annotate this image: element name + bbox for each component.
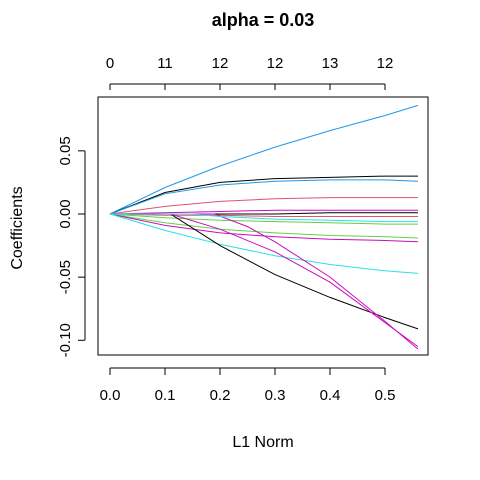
series-line-coef-10 xyxy=(109,213,419,243)
top-tick-label: 11 xyxy=(157,55,173,72)
series-line-coef-14 xyxy=(110,213,419,350)
series-line-coef-9 xyxy=(109,213,419,239)
x-tick-label: 0.1 xyxy=(155,387,176,404)
x-tick-label: 0.0 xyxy=(100,387,121,404)
top-tick-label: 13 xyxy=(322,55,339,72)
y-tick-label: 0.00 xyxy=(57,199,74,228)
series-line-coef-4 xyxy=(109,197,418,215)
top-tick-label: 12 xyxy=(212,55,229,72)
y-tick-label: -0.10 xyxy=(57,323,74,357)
top-tick-label: 0 xyxy=(106,55,114,72)
x-tick-label: 0.3 xyxy=(265,387,286,404)
series-layer xyxy=(109,104,419,350)
x-axis-label: L1 Norm xyxy=(232,434,293,451)
top-tick-label: 12 xyxy=(377,55,394,72)
series-line-coef-5 xyxy=(109,209,418,215)
y-tick-label: -0.05 xyxy=(57,260,74,294)
series-line-coef-2 xyxy=(109,175,418,215)
y-axis-label: Coefficients xyxy=(9,186,26,269)
series-line-coef-11 xyxy=(109,213,419,274)
y-tick-label: 0.05 xyxy=(57,136,74,165)
axes: 0.0 0.1 0.2 0.3 0.4 0.5 0 11 12 12 13 12 -0.10 -0.05 0… xyxy=(57,55,395,404)
chart-title: alpha = 0.03 xyxy=(212,10,315,30)
series-line-coef-13 xyxy=(110,213,419,348)
series-line-coef-7 xyxy=(109,213,418,217)
series-line-coef-1 xyxy=(109,104,419,215)
series-line-coef-15 xyxy=(110,213,418,223)
x-tick-label: 0.4 xyxy=(320,387,341,404)
x-tick-label: 0.2 xyxy=(210,387,231,404)
series-line-coef-12 xyxy=(110,213,419,330)
plot-box xyxy=(97,96,429,356)
x-tick-label: 0.5 xyxy=(375,387,396,404)
top-tick-label: 12 xyxy=(267,55,284,72)
series-line-coef-3 xyxy=(109,179,419,215)
series-line-coef-8 xyxy=(109,213,418,225)
